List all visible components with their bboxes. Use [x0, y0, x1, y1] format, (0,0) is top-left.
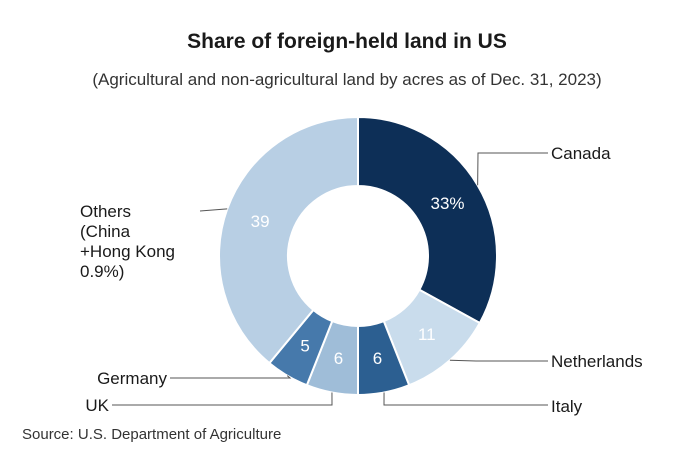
leader-canada	[477, 152, 548, 186]
others-label-line: Others	[80, 202, 131, 221]
category-label-netherlands: Netherlands	[551, 352, 643, 371]
category-label-others: Others (China +Hong Kong 0.9%)	[80, 202, 175, 281]
category-label-canada: Canada	[551, 144, 611, 163]
labels-group: 33% 11 6 6 5 39 Canada Netherlands Italy UK German…	[80, 144, 643, 416]
leader-germany	[170, 375, 292, 379]
leader-others	[199, 208, 228, 212]
value-label-netherlands: 11	[418, 325, 436, 344]
slice-canada	[357, 115, 498, 325]
slice-others	[218, 115, 359, 365]
category-label-italy: Italy	[551, 397, 583, 416]
leader-lines	[112, 152, 548, 406]
value-label-others: 39	[251, 212, 270, 231]
value-label-germany: 5	[300, 337, 309, 356]
leader-uk	[112, 392, 333, 406]
value-label-uk: 6	[334, 349, 343, 368]
leader-italy	[383, 392, 548, 406]
slices-group	[218, 115, 498, 397]
others-label-line: +Hong Kong	[80, 242, 175, 261]
chart-subtitle: (Agricultural and non-agricultural land …	[92, 70, 602, 89]
chart-title: Share of foreign-held land in US	[187, 30, 507, 53]
value-label-italy: 6	[373, 349, 382, 368]
others-label-line: 0.9%)	[80, 262, 124, 281]
chart-source: Source: U.S. Department of Agriculture	[22, 426, 282, 443]
category-label-germany: Germany	[97, 369, 167, 388]
category-label-uk: UK	[85, 396, 109, 415]
leader-netherlands	[449, 359, 548, 362]
value-label-canada: 33%	[431, 194, 465, 213]
others-label-line: (China	[80, 222, 131, 241]
